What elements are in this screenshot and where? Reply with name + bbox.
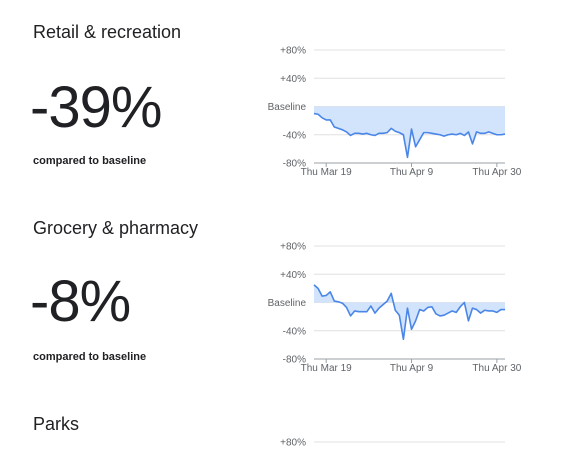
y-tick-label: -40% <box>283 130 306 141</box>
series-line <box>313 284 505 341</box>
section-title: Parks <box>33 414 80 434</box>
y-tick-label: -40% <box>283 326 306 337</box>
section-title: Grocery & pharmacy <box>33 218 199 238</box>
section-title: Retail & recreation <box>33 22 182 42</box>
series-line <box>313 112 506 159</box>
mobility-chart: +80% +40% Baseline -40% -80%Thu Mar 19 Thu Ap… <box>268 242 522 375</box>
y-tick-label: +40% <box>280 270 306 281</box>
x-tick-label: Thu Apr 9 <box>390 167 434 178</box>
x-tick-label: Thu Mar 19 <box>301 363 353 374</box>
baseline-difference-area <box>314 284 505 340</box>
y-tick-label: +40% <box>280 74 306 85</box>
mobility-chart: +80% +40% Baseline -40% -80%Thu Mar 19 Thu Ap… <box>268 46 522 179</box>
y-tick-label: +80% <box>280 242 306 253</box>
x-tick-label: Thu Mar 19 <box>301 167 353 178</box>
compared-label: compared to baseline <box>33 351 147 363</box>
y-tick-label: Baseline <box>268 102 307 113</box>
y-tick-label: Baseline <box>268 298 307 309</box>
section-retail-recreation: Retail & recreation -39% compared to bas… <box>0 0 574 205</box>
section-parks: Parks +80% <box>0 392 574 462</box>
x-tick-label: Thu Apr 9 <box>390 363 434 374</box>
section-grocery-pharmacy: Grocery & pharmacy -8% compared to basel… <box>0 196 574 392</box>
change-value: -8% <box>30 269 131 334</box>
baseline-difference-area <box>314 106 505 158</box>
y-tick-label: -80% <box>283 355 306 366</box>
change-value: -39% <box>30 75 162 140</box>
y-tick-label: -80% <box>283 159 306 170</box>
y-tick-label: +80% <box>280 438 306 449</box>
compared-label: compared to baseline <box>33 155 147 167</box>
mobility-chart: +80% <box>280 438 505 449</box>
x-tick-label: Thu Apr 30 <box>472 363 521 374</box>
y-tick-label: +80% <box>280 46 306 57</box>
x-tick-label: Thu Apr 30 <box>472 167 521 178</box>
